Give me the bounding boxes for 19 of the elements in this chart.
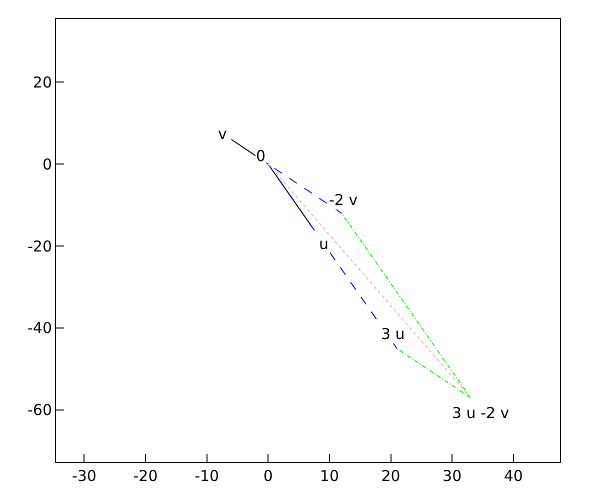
x-tick-label: 20 <box>381 467 400 485</box>
y-tick-label: 0 <box>42 155 52 174</box>
annotation: u <box>319 235 329 253</box>
x-tick-label: 40 <box>504 467 523 485</box>
annotation: v <box>218 125 227 143</box>
x-tick-label: 30 <box>442 467 462 485</box>
annotation: 3 u -2 v <box>452 404 510 422</box>
x-tick-label: -30 <box>72 467 96 485</box>
y-tick-label: -40 <box>28 319 52 338</box>
y-tick-label: -60 <box>28 401 52 420</box>
x-tick-label: 10 <box>320 467 340 485</box>
x-tick-label: 0 <box>263 467 273 485</box>
y-tick-label: -20 <box>28 237 52 256</box>
annotation: -2 v <box>329 191 358 209</box>
annotation: 0 <box>256 147 266 165</box>
x-tick-label: -20 <box>133 467 158 485</box>
annotation: 3 u <box>381 325 405 343</box>
y-tick-label: 20 <box>32 73 52 92</box>
x-tick-label: -10 <box>194 467 220 485</box>
